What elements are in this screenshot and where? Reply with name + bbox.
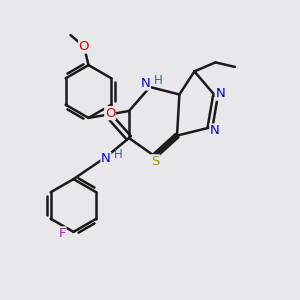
Text: H: H <box>154 74 163 88</box>
Text: F: F <box>58 227 66 240</box>
Text: N: N <box>210 124 220 137</box>
Text: S: S <box>151 155 159 168</box>
Text: N: N <box>215 87 225 100</box>
Text: N: N <box>101 152 111 166</box>
Text: O: O <box>105 106 115 120</box>
Text: O: O <box>79 40 89 53</box>
Text: H: H <box>113 148 122 161</box>
Text: N: N <box>141 77 150 90</box>
